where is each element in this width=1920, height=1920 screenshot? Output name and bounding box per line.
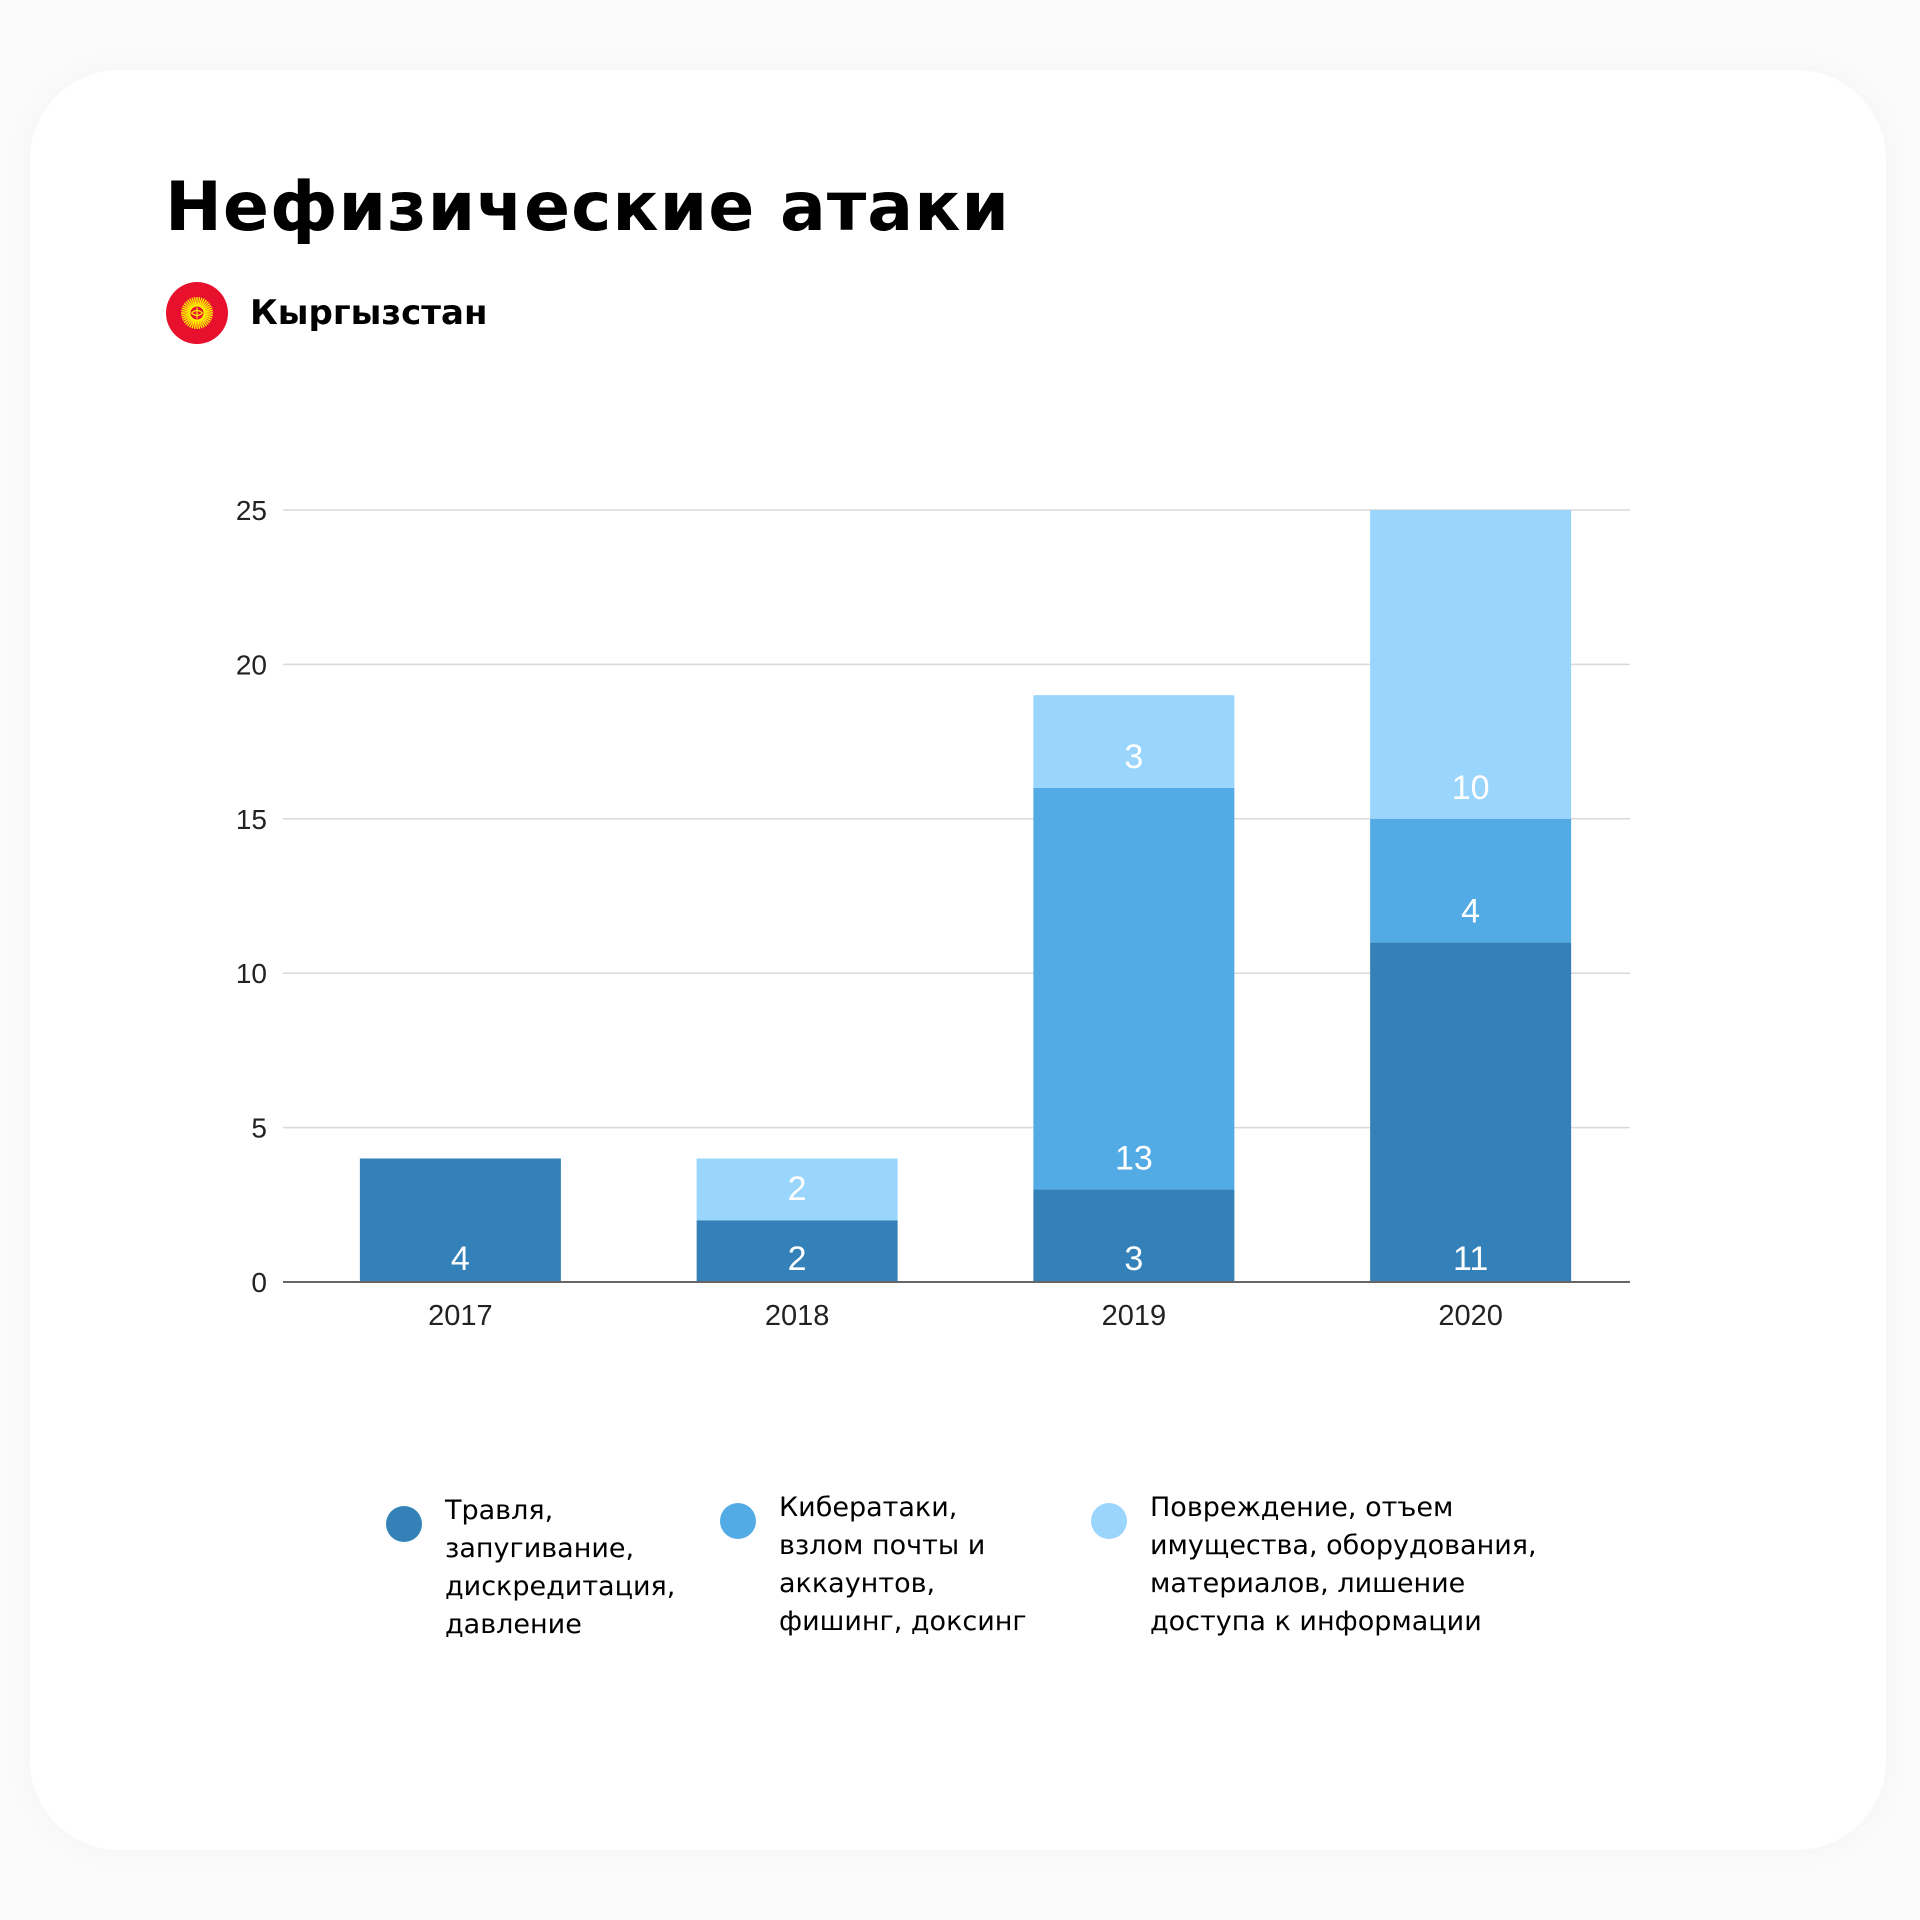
bar-segment bbox=[359, 1158, 561, 1282]
x-tick-label: 2019 bbox=[1102, 1300, 1167, 1332]
y-tick-label: 5 bbox=[251, 1113, 267, 1144]
chart-card bbox=[30, 70, 1886, 1850]
bar-segment bbox=[696, 1158, 898, 1221]
data-label: 2 bbox=[788, 1240, 807, 1278]
data-label: 3 bbox=[1124, 738, 1143, 776]
bar-segment bbox=[696, 1220, 898, 1282]
x-tick-label: 2018 bbox=[765, 1300, 830, 1332]
bar-cap bbox=[359, 1158, 561, 1165]
data-label: 3 bbox=[1124, 1240, 1143, 1278]
bar-segment bbox=[1370, 510, 1572, 819]
bar-segment bbox=[1370, 942, 1572, 1282]
bar-cap bbox=[696, 1158, 898, 1165]
bar-cap bbox=[1033, 695, 1235, 702]
legend-swatch bbox=[1091, 1503, 1127, 1539]
country-row: Кыргызстан bbox=[166, 282, 487, 344]
y-tick-label: 0 bbox=[251, 1267, 267, 1298]
legend-swatch bbox=[720, 1503, 756, 1539]
y-tick-label: 25 bbox=[236, 495, 267, 526]
y-tick-label: 10 bbox=[236, 958, 267, 989]
bar-segment bbox=[1370, 818, 1572, 943]
bar-segment bbox=[1033, 695, 1235, 788]
data-label: 10 bbox=[1452, 769, 1490, 807]
legend-swatch bbox=[386, 1506, 422, 1542]
legend-label: Кибератаки, взлом почты и аккаунтов, фиш… bbox=[779, 1492, 1027, 1637]
bar-cap bbox=[1370, 510, 1572, 516]
bar-segment bbox=[1033, 787, 1235, 1190]
data-label: 4 bbox=[1461, 892, 1480, 930]
y-tick-label: 20 bbox=[236, 649, 267, 680]
x-tick-label: 2020 bbox=[1438, 1300, 1503, 1332]
legend-label: Повреждение, отъем имущества, оборудован… bbox=[1150, 1492, 1537, 1637]
country-name: Кыргызстан bbox=[250, 293, 488, 333]
bar-segment bbox=[1033, 1189, 1235, 1282]
data-label: 13 bbox=[1115, 1139, 1153, 1177]
x-tick-label: 2017 bbox=[428, 1300, 493, 1332]
chart-title: Нефизические атаки bbox=[165, 168, 1010, 247]
data-label: 2 bbox=[788, 1170, 807, 1208]
y-tick-label: 15 bbox=[236, 804, 267, 835]
kyrgyzstan-flag-icon bbox=[166, 282, 228, 344]
legend-label: Травля, запугивание, дискредитация, давл… bbox=[445, 1495, 676, 1640]
data-label: 11 bbox=[1453, 1240, 1488, 1278]
data-label: 4 bbox=[451, 1240, 470, 1278]
